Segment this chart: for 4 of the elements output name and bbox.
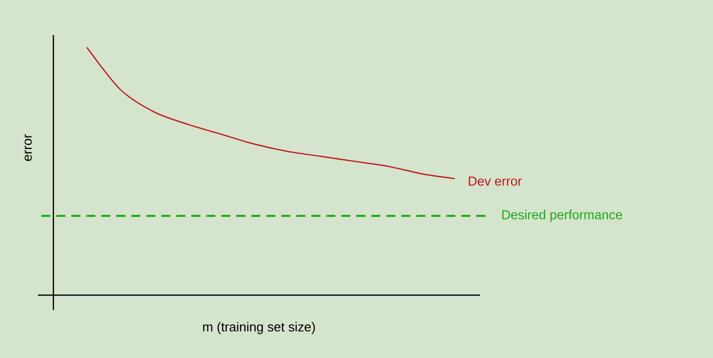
y-axis-title: error xyxy=(24,134,32,161)
ref-line-label: Desired performance xyxy=(502,210,622,222)
x-axis-title: m (training set size) xyxy=(203,322,315,334)
series-label: Dev error xyxy=(468,176,522,186)
